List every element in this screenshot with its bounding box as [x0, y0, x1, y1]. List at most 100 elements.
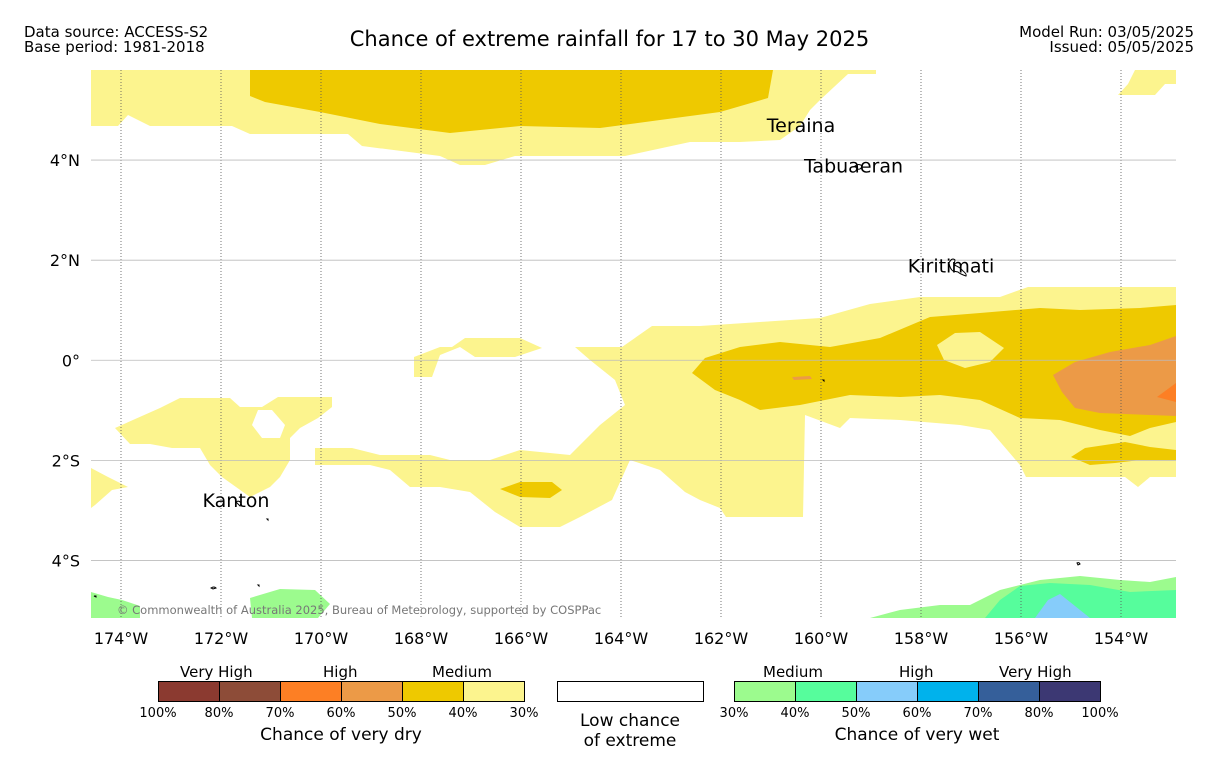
dry-legend-title: Chance of very dry [260, 725, 422, 745]
map-gridlines [91, 70, 1176, 618]
wet-color-bar [734, 681, 1101, 702]
dry-color-swatch [220, 682, 281, 701]
latitude-tick-label: 4°S [52, 551, 80, 570]
dry-tick-label: 80% [204, 706, 234, 721]
longitude-tick-label: 172°W [194, 629, 249, 648]
copyright-text: © Commonwealth of Australia 2025, Bureau… [117, 603, 601, 617]
base-period-text: Base period: 1981-2018 [24, 38, 205, 56]
island-small-2 [210, 586, 217, 590]
island-outlines [93, 164, 1081, 598]
low-chance-line2: of extreme [583, 731, 677, 751]
dry-medium-region-southeast [1071, 442, 1176, 465]
place-label-kiritimati: Kiritimati [908, 256, 994, 278]
longitude-tick-label: 166°W [494, 629, 549, 648]
wet-color-swatch [979, 682, 1040, 701]
wet-tick-label: 60% [902, 706, 932, 721]
dry-color-swatch [281, 682, 342, 701]
wet-high-region-southeast [1035, 594, 1090, 618]
longitude-tick-label: 162°W [694, 629, 749, 648]
low-chance-swatch [557, 681, 704, 702]
longitude-tick-label: 174°W [94, 629, 149, 648]
wet-color-swatch [918, 682, 979, 701]
longitude-tick-label: 158°W [894, 629, 949, 648]
low-chance-line1: Low chance [580, 711, 680, 731]
dry-light-region-central-north [414, 338, 542, 377]
place-label-teraina: Teraina [766, 115, 836, 137]
header-data-info: Data source: ACCESS-S2 Base period: 1981… [24, 25, 208, 55]
dry-light-hole [937, 332, 1004, 368]
dry-tick-label: 70% [265, 706, 295, 721]
dry-category-medium: Medium [432, 663, 492, 681]
low-chance-hole [252, 410, 285, 438]
wet-category-high: High [899, 663, 934, 681]
dry-color-bar [158, 681, 525, 702]
wet-medium2-region-southeast [985, 583, 1176, 618]
wet-tick-label: 100% [1081, 706, 1119, 721]
longitude-tick-label: 164°W [594, 629, 649, 648]
wet-category-medium: Medium [763, 663, 823, 681]
wet-tick-label: 70% [963, 706, 993, 721]
latitude-labels: 4°N 2°N 0° 2°S 4°S [50, 151, 80, 570]
island-small-3 [256, 584, 260, 588]
dry-medium-region-north [250, 70, 773, 133]
latitude-tick-label: 4°N [50, 151, 80, 170]
dry-category-very-high: Very High [180, 663, 253, 681]
model-run-text: Model Run: 03/05/2025 [1019, 23, 1194, 41]
dry-tick-label: 30% [509, 706, 539, 721]
wet-tick-label: 80% [1024, 706, 1054, 721]
wet-tick-label: 30% [719, 706, 749, 721]
longitude-tick-label: 168°W [394, 629, 449, 648]
wet-category-very-high: Very High [999, 663, 1072, 681]
island-small-4 [93, 595, 97, 598]
header-run-info: Model Run: 03/05/2025 Issued: 05/05/2025 [1019, 25, 1194, 55]
wet-tick-label: 50% [841, 706, 871, 721]
wet-color-swatch [1040, 682, 1100, 701]
island-tabuaeran [854, 164, 863, 170]
wet-legend-title: Chance of very wet [834, 725, 1000, 745]
dry-color-swatch [342, 682, 403, 701]
dry-small-patch [792, 376, 812, 380]
dry-category-high: High [323, 663, 358, 681]
longitude-tick-label: 154°W [1094, 629, 1149, 648]
dry-color-swatch [159, 682, 220, 701]
dry-high-region [1053, 336, 1176, 416]
island-small-6 [821, 379, 825, 383]
longitude-tick-label: 170°W [294, 629, 349, 648]
dry-tick-label: 100% [139, 706, 177, 721]
island-small-5 [1076, 562, 1081, 566]
longitude-tick-label: 160°W [794, 629, 849, 648]
wet-tick-label: 40% [780, 706, 810, 721]
data-source-text: Data source: ACCESS-S2 [24, 23, 209, 41]
map-regions [91, 70, 1176, 618]
place-label-kanton: Kanton [203, 490, 270, 512]
dry-light-region-northeast [1118, 70, 1176, 95]
issued-text: Issued: 05/05/2025 [1049, 38, 1194, 56]
longitude-labels: 174°W 172°W 170°W 168°W 166°W 164°W 162°W 160°W… [94, 629, 1149, 648]
wet-color-swatch [796, 682, 857, 701]
island-small-1 [265, 518, 269, 522]
wet-color-swatch [857, 682, 918, 701]
map-title: Chance of extreme rainfall for 17 to 30 … [349, 27, 870, 51]
dry-color-swatch [464, 682, 524, 701]
wet-medium-region-west2 [250, 589, 330, 618]
dry-light-region-west [115, 397, 332, 497]
dry-color-swatch [403, 682, 464, 701]
latitude-tick-label: 2°S [52, 451, 80, 470]
latitude-tick-label: 0° [62, 351, 80, 370]
island-kiritimati [948, 258, 967, 277]
dry-medium-region-east [692, 305, 1176, 436]
dry-tick-label: 60% [326, 706, 356, 721]
dry-higher-region [1157, 383, 1176, 402]
dry-tick-label: 40% [448, 706, 478, 721]
place-labels: Teraina Tabuaeran Kiritimati Kanton [203, 115, 995, 512]
wet-medium-region-west [91, 592, 140, 618]
place-label-tabuaeran: Tabuaeran [803, 156, 903, 178]
dry-tick-label: 50% [387, 706, 417, 721]
dry-light-region-far-west [91, 468, 128, 508]
island-kanton [235, 500, 242, 507]
latitude-tick-label: 2°N [50, 251, 80, 270]
longitude-tick-label: 156°W [994, 629, 1049, 648]
wet-color-swatch [735, 682, 796, 701]
dry-medium-region-south [500, 482, 562, 498]
